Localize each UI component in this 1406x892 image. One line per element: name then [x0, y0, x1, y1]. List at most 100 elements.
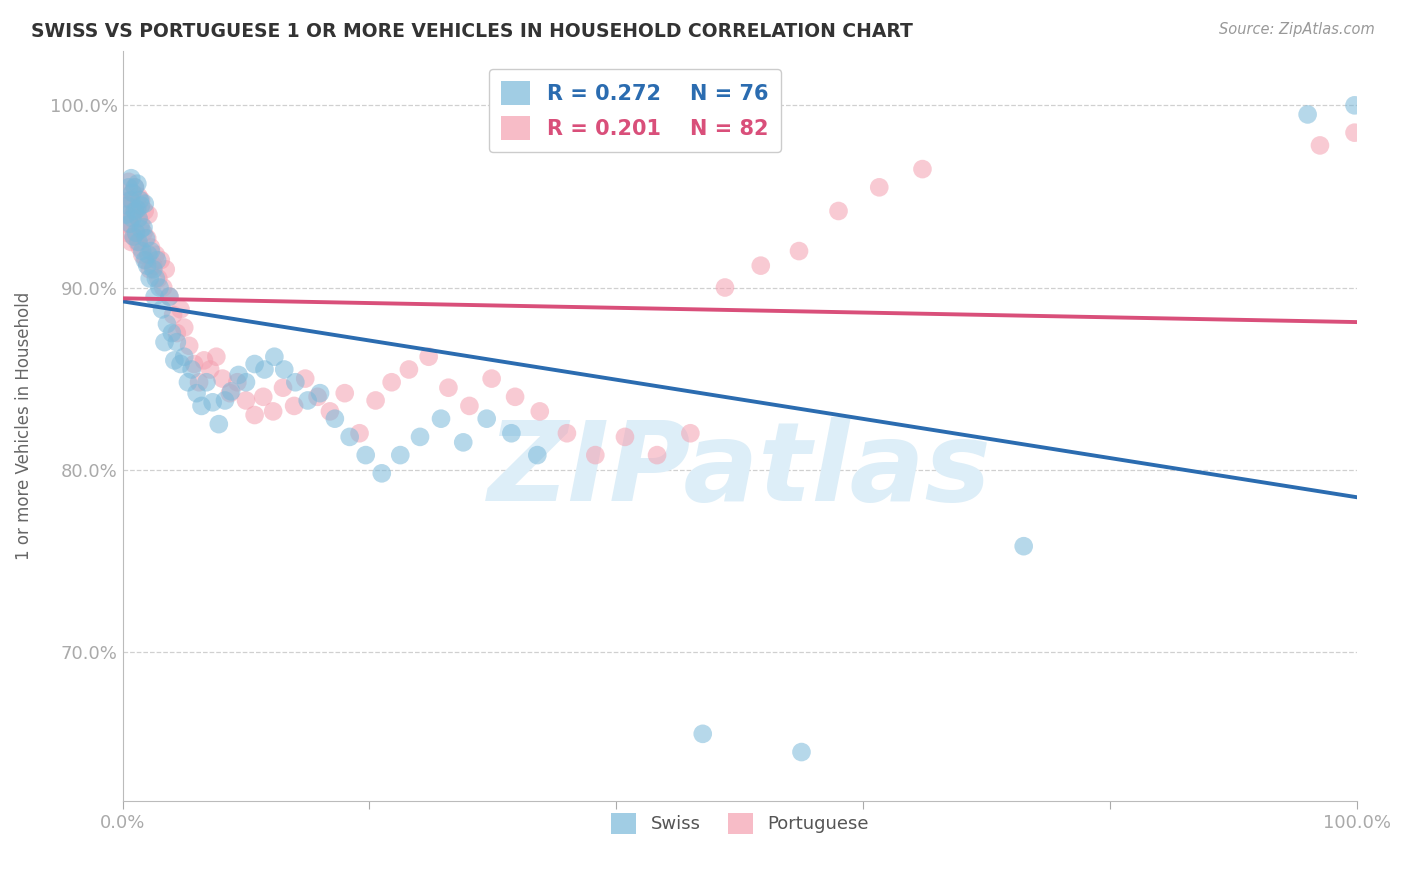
Point — [121, 186, 143, 200]
Point — [868, 180, 890, 194]
Point — [121, 208, 143, 222]
Point — [135, 253, 157, 268]
Point — [145, 271, 167, 285]
Point — [437, 381, 460, 395]
Point — [124, 204, 146, 219]
Point — [409, 430, 432, 444]
Point — [118, 217, 141, 231]
Point — [294, 371, 316, 385]
Point — [297, 393, 319, 408]
Point — [115, 208, 138, 222]
Point — [190, 399, 212, 413]
Point — [148, 271, 170, 285]
Point — [131, 244, 153, 258]
Point — [381, 376, 404, 390]
Point — [208, 417, 231, 431]
Point — [333, 386, 356, 401]
Point — [186, 386, 208, 401]
Text: Source: ZipAtlas.com: Source: ZipAtlas.com — [1219, 22, 1375, 37]
Point — [125, 226, 148, 240]
Point — [451, 435, 474, 450]
Point — [173, 320, 195, 334]
Point — [132, 226, 155, 240]
Point — [555, 426, 578, 441]
Point — [1296, 107, 1319, 121]
Point — [1343, 126, 1365, 140]
Point — [211, 371, 233, 385]
Point — [120, 171, 142, 186]
Point — [169, 302, 191, 317]
Point — [159, 290, 181, 304]
Point — [1343, 98, 1365, 112]
Point — [198, 362, 221, 376]
Point — [371, 467, 394, 481]
Point — [583, 448, 606, 462]
Point — [339, 430, 361, 444]
Point — [138, 208, 160, 222]
Point — [787, 244, 810, 258]
Point — [349, 426, 371, 441]
Point — [201, 395, 224, 409]
Point — [152, 280, 174, 294]
Point — [235, 376, 257, 390]
Text: ZIPatlas: ZIPatlas — [488, 417, 991, 524]
Point — [132, 220, 155, 235]
Point — [127, 235, 149, 249]
Point — [118, 193, 141, 207]
Point — [749, 259, 772, 273]
Point — [124, 204, 146, 219]
Point — [129, 217, 152, 231]
Point — [243, 357, 266, 371]
Point — [177, 376, 200, 390]
Point — [911, 162, 934, 177]
Point — [252, 390, 274, 404]
Point — [692, 727, 714, 741]
Point — [309, 386, 332, 401]
Point — [389, 448, 412, 462]
Point — [458, 399, 481, 413]
Point — [226, 376, 249, 390]
Point — [613, 430, 636, 444]
Legend: Swiss, Portuguese: Swiss, Portuguese — [603, 805, 876, 841]
Point — [150, 302, 173, 317]
Point — [166, 335, 188, 350]
Point — [173, 350, 195, 364]
Point — [131, 248, 153, 262]
Point — [193, 353, 215, 368]
Point — [219, 386, 242, 401]
Point — [526, 448, 548, 462]
Point — [243, 408, 266, 422]
Point — [827, 204, 849, 219]
Point — [418, 350, 440, 364]
Point — [263, 350, 285, 364]
Point — [128, 189, 150, 203]
Point — [118, 175, 141, 189]
Point — [180, 362, 202, 376]
Point — [146, 253, 169, 268]
Point — [319, 404, 342, 418]
Text: SWISS VS PORTUGUESE 1 OR MORE VEHICLES IN HOUSEHOLD CORRELATION CHART: SWISS VS PORTUGUESE 1 OR MORE VEHICLES I… — [31, 22, 912, 41]
Point — [503, 390, 526, 404]
Point — [188, 376, 211, 390]
Point — [235, 393, 257, 408]
Point — [166, 326, 188, 340]
Point — [1012, 539, 1035, 553]
Point — [128, 211, 150, 226]
Point — [162, 308, 184, 322]
Point — [219, 384, 242, 399]
Point — [214, 393, 236, 408]
Point — [398, 362, 420, 376]
Point — [714, 280, 737, 294]
Point — [529, 404, 551, 418]
Point — [138, 248, 160, 262]
Point — [430, 411, 453, 425]
Point — [364, 393, 387, 408]
Point — [129, 198, 152, 212]
Point — [153, 335, 176, 350]
Point — [121, 186, 143, 200]
Point — [134, 204, 156, 219]
Point — [307, 390, 329, 404]
Point — [195, 376, 218, 390]
Point — [122, 229, 145, 244]
Point — [129, 193, 152, 207]
